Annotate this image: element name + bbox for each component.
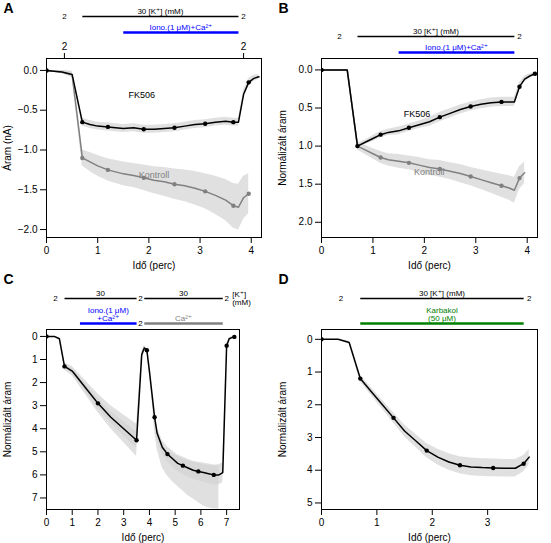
svg-text:6: 6 <box>32 469 38 480</box>
svg-text:Áram (nA): Áram (nA) <box>1 125 13 171</box>
svg-text:2: 2 <box>95 517 101 528</box>
svg-text:1.0: 1.0 <box>299 140 313 151</box>
svg-text:0: 0 <box>44 245 50 256</box>
svg-text:2: 2 <box>422 245 428 256</box>
svg-text:0.0: 0.0 <box>24 65 38 76</box>
svg-text:1: 1 <box>69 517 75 528</box>
svg-text:3: 3 <box>197 245 203 256</box>
svg-text:A: A <box>4 0 14 16</box>
svg-text:Karbakol(50 μM): Karbakol(50 μM) <box>426 306 458 323</box>
svg-text:5: 5 <box>307 497 313 508</box>
svg-text:2: 2 <box>307 399 313 410</box>
svg-text:30 [K⁺] (mM): 30 [K⁺] (mM) <box>413 27 459 36</box>
svg-text:Iono.(1 μM)+Ca²⁺: Iono.(1 μM)+Ca²⁺ <box>149 23 212 32</box>
svg-text:1: 1 <box>95 245 101 256</box>
svg-text:C: C <box>4 271 14 287</box>
svg-text:2: 2 <box>62 12 67 21</box>
svg-text:2: 2 <box>517 32 522 41</box>
svg-text:1.5: 1.5 <box>299 178 313 189</box>
svg-text:2: 2 <box>62 41 68 52</box>
svg-text:FK506: FK506 <box>128 90 155 100</box>
svg-text:−1.5: −1.5 <box>18 184 38 195</box>
svg-text:4: 4 <box>147 517 153 528</box>
svg-text:Kontroll: Kontroll <box>139 170 170 180</box>
svg-text:B: B <box>279 0 289 16</box>
svg-text:Idő (perc): Idő (perc) <box>122 532 165 543</box>
svg-text:Normálizált áram: Normálizált áram <box>277 110 288 186</box>
svg-text:5: 5 <box>172 517 178 528</box>
svg-text:Iono.(1 μM)+Ca²⁺: Iono.(1 μM)+Ca²⁺ <box>425 43 488 52</box>
svg-text:2: 2 <box>337 32 342 41</box>
svg-text:D: D <box>279 271 289 287</box>
svg-text:3: 3 <box>307 432 313 443</box>
svg-text:0: 0 <box>44 517 50 528</box>
svg-text:6: 6 <box>198 517 204 528</box>
svg-text:30: 30 <box>179 289 188 298</box>
svg-text:Kontroll: Kontroll <box>414 167 445 177</box>
svg-text:2: 2 <box>429 517 435 528</box>
svg-text:2: 2 <box>32 377 38 388</box>
svg-text:1: 1 <box>307 366 313 377</box>
svg-text:Idő (perc): Idő (perc) <box>133 260 176 271</box>
svg-text:5: 5 <box>32 446 38 457</box>
svg-text:7: 7 <box>224 517 230 528</box>
svg-text:−0.5: −0.5 <box>18 104 38 115</box>
svg-text:2.0: 2.0 <box>299 216 313 227</box>
svg-text:3: 3 <box>32 400 38 411</box>
svg-text:Normálizált áram: Normálizált áram <box>2 382 13 458</box>
svg-text:2: 2 <box>138 319 143 328</box>
svg-text:−1.0: −1.0 <box>18 144 38 155</box>
svg-text:30: 30 <box>96 289 105 298</box>
svg-text:7: 7 <box>32 492 38 503</box>
svg-text:[K⁺](mM): [K⁺](mM) <box>232 290 251 307</box>
svg-text:4: 4 <box>307 464 313 475</box>
svg-text:2: 2 <box>241 12 246 21</box>
svg-text:Idő (perc): Idő (perc) <box>408 532 451 543</box>
svg-text:0: 0 <box>32 331 38 342</box>
svg-text:2: 2 <box>339 294 344 303</box>
svg-text:0: 0 <box>319 245 325 256</box>
svg-text:2: 2 <box>138 294 143 303</box>
svg-text:Iono.(1 μM)+Ca²⁺: Iono.(1 μM)+Ca²⁺ <box>88 306 129 323</box>
svg-text:3: 3 <box>473 245 479 256</box>
svg-text:4: 4 <box>32 423 38 434</box>
svg-text:1: 1 <box>374 517 380 528</box>
svg-text:1: 1 <box>370 245 376 256</box>
svg-text:Ca²⁺: Ca²⁺ <box>175 314 192 323</box>
svg-text:0: 0 <box>319 517 325 528</box>
svg-text:−2.0: −2.0 <box>18 224 38 235</box>
svg-text:2: 2 <box>527 294 532 303</box>
svg-text:3: 3 <box>485 517 491 528</box>
svg-text:2: 2 <box>241 41 247 52</box>
svg-text:1: 1 <box>32 354 38 365</box>
svg-text:3: 3 <box>121 517 127 528</box>
svg-text:Normálizált áram: Normálizált áram <box>277 382 288 458</box>
svg-text:FK506: FK506 <box>404 109 431 119</box>
svg-text:2: 2 <box>146 245 152 256</box>
svg-text:Idő (perc): Idő (perc) <box>408 260 451 271</box>
svg-text:0: 0 <box>307 334 313 345</box>
svg-text:30 [K⁺] (mM): 30 [K⁺] (mM) <box>137 7 183 16</box>
svg-text:4: 4 <box>248 245 254 256</box>
svg-text:2: 2 <box>224 294 229 303</box>
svg-text:2: 2 <box>53 294 58 303</box>
svg-text:0.5: 0.5 <box>299 102 313 113</box>
svg-text:0.0: 0.0 <box>299 64 313 75</box>
svg-text:4: 4 <box>524 245 530 256</box>
svg-text:30 [K⁺] (mM): 30 [K⁺] (mM) <box>419 289 465 298</box>
